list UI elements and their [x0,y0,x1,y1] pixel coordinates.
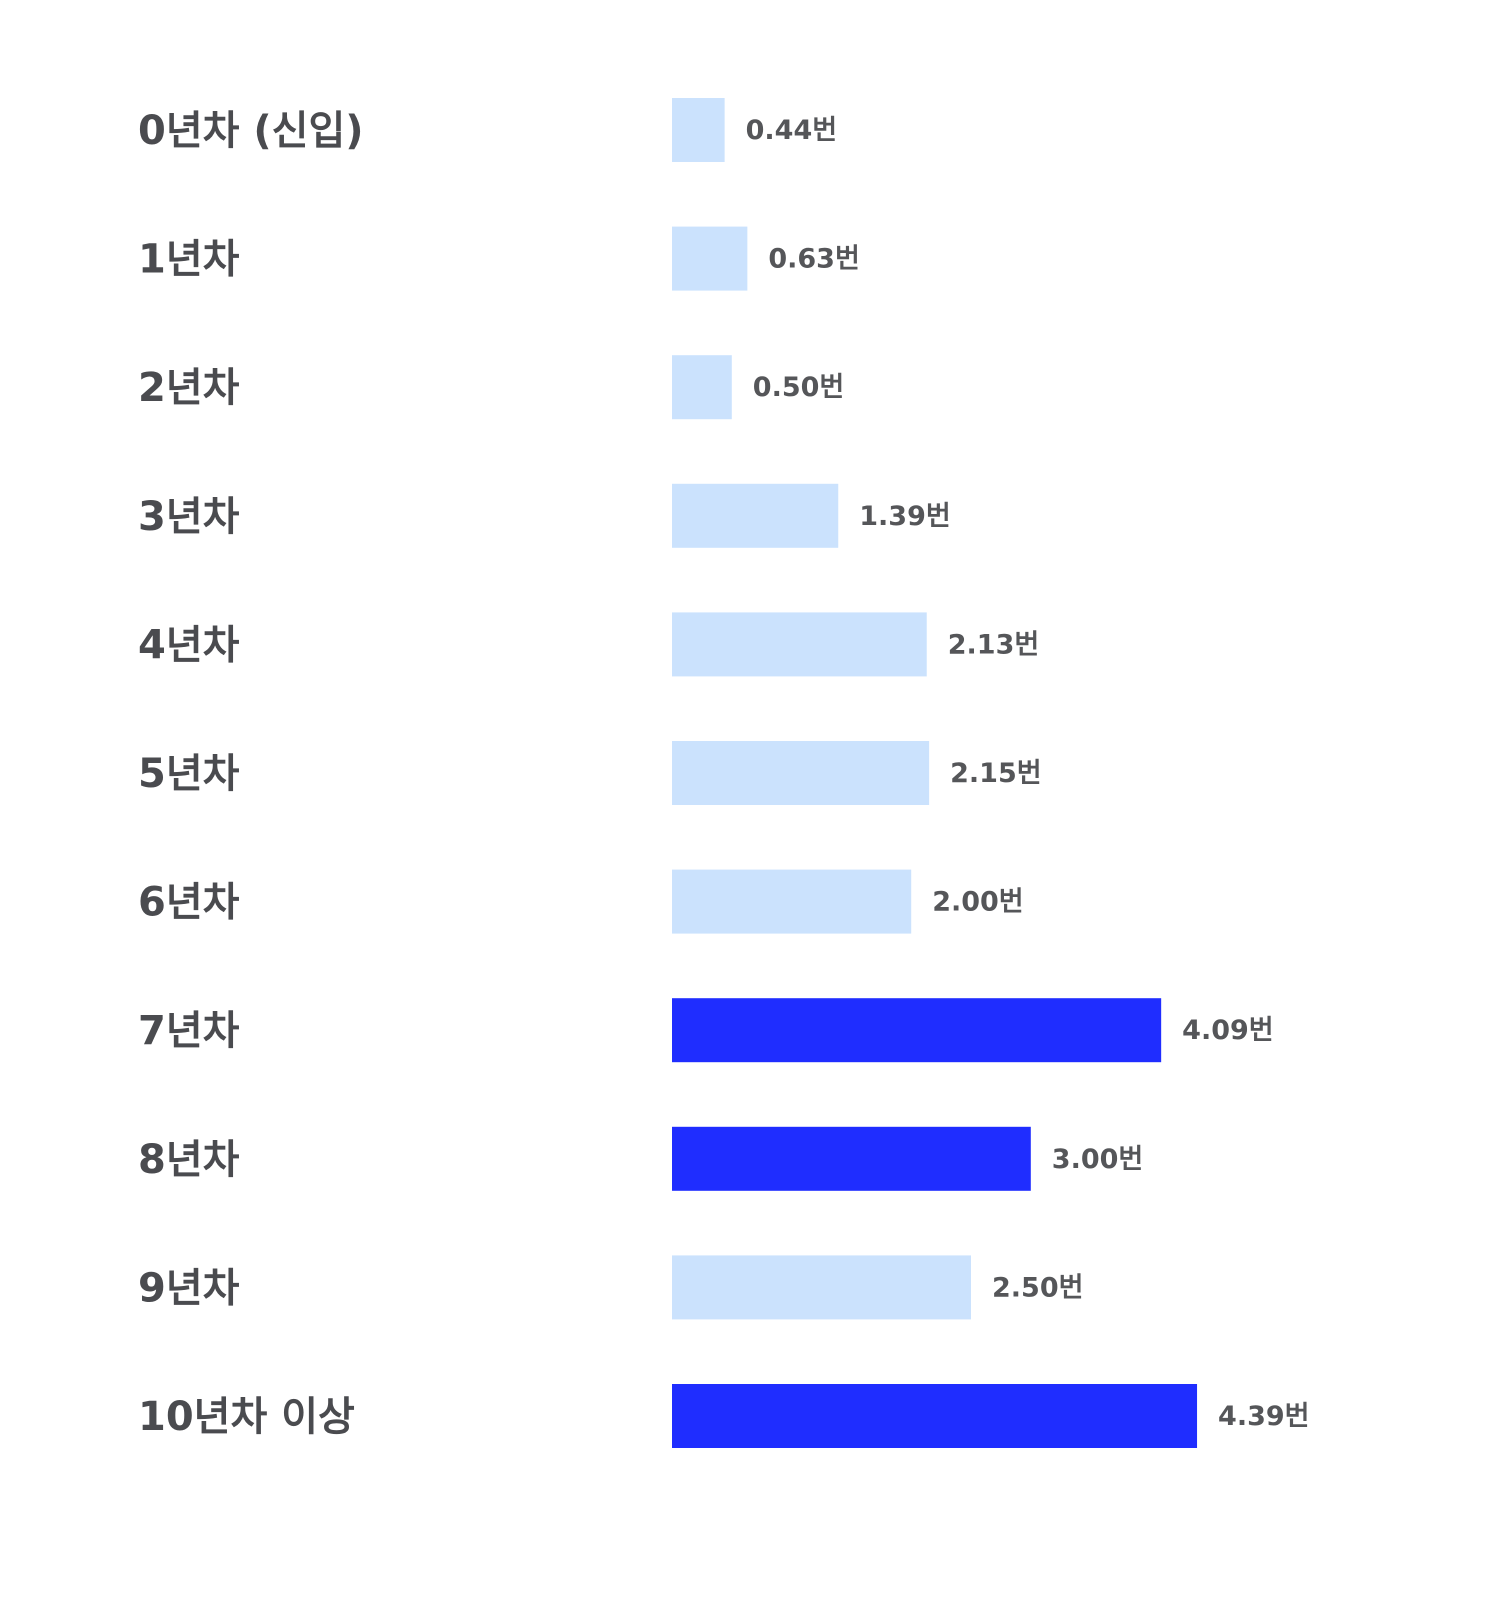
category-label: 2년차 [138,365,240,411]
bar-highlighted [672,1126,1031,1191]
category-labels: 0년차 (신입) 1년차 2년차 3년차 4년차 5년차 6년차 7년차 8년차 9년차 10년차 … [138,108,364,1440]
value-label: 4.09번 [1182,1015,1273,1046]
bar [672,869,912,934]
value-label: 0.44번 [746,115,837,146]
bar [672,1255,971,1320]
bar-highlighted [672,998,1162,1063]
bar [672,741,930,805]
category-label: 9년차 [138,1265,240,1311]
value-label: 1.39번 [859,501,950,532]
value-label: 0.63번 [768,244,859,275]
category-label: 0년차 (신입) [138,108,364,154]
category-label: 7년차 [138,1008,240,1054]
bars [672,98,1198,1448]
value-label: 3.00번 [1052,1144,1143,1175]
bar [672,612,927,677]
value-label: 2.13번 [948,629,1039,660]
value-label: 4.39번 [1218,1401,1309,1432]
category-label: 4년차 [138,622,240,668]
bar [672,98,725,162]
value-labels: 0.44번 0.63번 0.50번 1.39번 2.13번 2.15번 2.00번 4.09번… [746,115,1310,1432]
category-label: 6년차 [138,880,240,926]
category-label: 1년차 [138,237,240,283]
category-label: 8년차 [138,1137,240,1183]
value-label: 2.00번 [932,887,1023,918]
category-label: 3년차 [138,494,240,540]
bar [672,355,732,420]
value-label: 0.50번 [753,372,844,403]
category-label: 10년차 이상 [138,1394,355,1440]
bar [672,483,839,548]
value-label: 2.15번 [950,758,1041,789]
bar-highlighted [672,1384,1198,1448]
value-label: 2.50번 [992,1272,1083,1303]
bar [672,226,748,291]
category-label: 5년차 [138,751,240,797]
